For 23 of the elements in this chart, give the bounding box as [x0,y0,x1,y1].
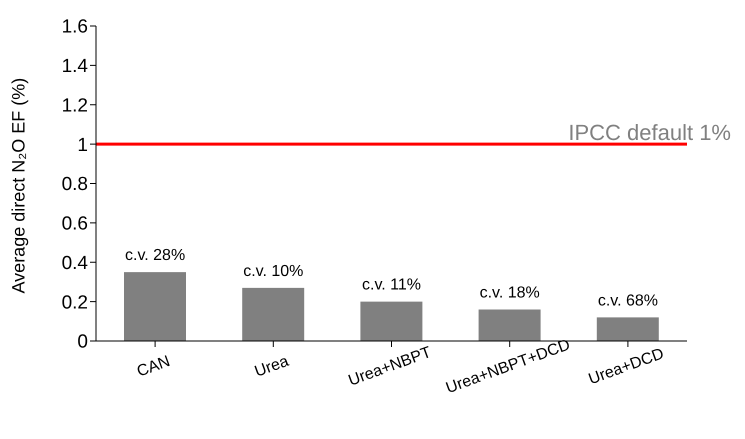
bar [596,317,659,341]
y-tick-label: 0.8 [62,174,88,196]
annotation: c.v. 10% [243,262,304,280]
bar [242,288,304,341]
y-tick-label: 1.4 [62,56,88,78]
annotation: c.v. 68% [598,292,658,310]
annotation: c.v. 28% [125,247,186,264]
y-tick-label: 0.4 [62,252,88,274]
y-tick-label: 0.2 [62,292,88,314]
y-tick-label: 1 [77,134,88,156]
y-tick-label: 0.6 [62,214,88,235]
bar [124,272,186,341]
annotation: c.v. 18% [480,284,540,302]
y-axis-title: Average direct N₂O EF (%) [8,78,28,294]
y-tick-label: 1.2 [62,95,88,116]
x-tick-label: Urea [252,352,292,381]
y-tick-label: 1.6 [62,16,88,38]
x-tick-label: CAN [134,353,172,381]
bar [360,302,422,341]
ref-line-label: IPCC default 1% [568,120,731,146]
annotation: c.v. 11% [362,276,421,294]
y-tick-label: 0 [77,332,88,353]
bar [478,310,541,341]
